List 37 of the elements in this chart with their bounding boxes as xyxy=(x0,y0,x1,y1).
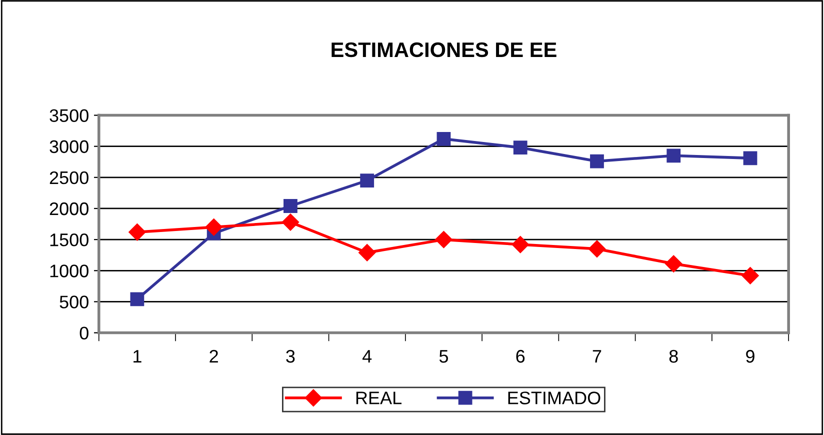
point xyxy=(665,255,682,272)
x-tick-label: 9 xyxy=(746,350,754,363)
y-tick-label: 0 xyxy=(80,326,88,340)
point xyxy=(435,231,452,248)
legend-label: ESTIMADO xyxy=(508,392,600,404)
point xyxy=(284,199,298,213)
x-tick-label: 7 xyxy=(592,350,602,363)
point xyxy=(128,224,146,241)
y-tick-label: 1500 xyxy=(50,233,88,246)
point xyxy=(590,154,604,168)
y-tick-label: 1000 xyxy=(50,264,88,278)
chart-title: ESTIMACIONES DE EE xyxy=(332,42,556,58)
y-tick-label: 3000 xyxy=(50,140,88,154)
point xyxy=(205,218,222,236)
point xyxy=(282,214,300,231)
point xyxy=(358,244,376,262)
y-tick-label: 2500 xyxy=(50,171,88,184)
x-tick-label: 1 xyxy=(134,350,142,363)
y-tick-label: 2000 xyxy=(50,202,88,216)
y-tick-label: 500 xyxy=(60,296,88,308)
point xyxy=(666,148,681,163)
x-tick-label: 8 xyxy=(669,350,678,363)
x-tick-label: 5 xyxy=(439,350,448,363)
x-tick-label: 6 xyxy=(516,350,525,363)
point xyxy=(436,132,451,146)
legend-label: REAL xyxy=(356,392,402,404)
point xyxy=(360,174,374,188)
x-tick-label: 3 xyxy=(286,350,295,363)
y-tick-label: 3500 xyxy=(50,109,88,122)
point xyxy=(743,151,758,166)
point xyxy=(130,292,144,306)
x-tick-label: 4 xyxy=(362,350,372,363)
point xyxy=(512,236,529,254)
point xyxy=(588,240,606,258)
point xyxy=(513,140,528,155)
point xyxy=(742,267,759,284)
x-tick-label: 2 xyxy=(210,350,218,363)
